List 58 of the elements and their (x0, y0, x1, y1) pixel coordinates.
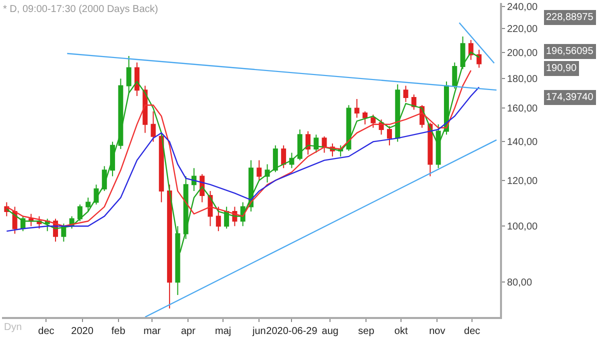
y-tick-label: 100,00 (507, 222, 538, 233)
candlestick (150, 110, 156, 142)
candlestick (436, 124, 441, 169)
text: 174,39740 (546, 92, 594, 103)
y-tick-label: 160,00 (507, 104, 538, 115)
candlestick (118, 78, 124, 150)
candlestick (167, 184, 172, 309)
x-tick-label: aug (322, 326, 338, 337)
text: 196,56095 (546, 46, 594, 57)
x-tick-label: dec (38, 326, 54, 337)
candlestick (386, 126, 392, 146)
candlestick (362, 110, 368, 125)
candlestick (281, 144, 286, 169)
candlestick (191, 168, 196, 192)
candlestick (306, 130, 311, 156)
x-tick-label: dec (464, 326, 480, 337)
candlestick (297, 128, 302, 161)
candlestick (264, 164, 270, 183)
candlestick (346, 104, 352, 152)
candlestick (428, 122, 433, 177)
y-tick-label: 200,00 (507, 48, 538, 59)
candlestick (370, 114, 376, 128)
candlestick (216, 206, 221, 232)
candlestick (354, 98, 360, 118)
x-tick-label: 2020 (71, 326, 94, 337)
candlestick (272, 144, 278, 173)
y-tick-label: 220,00 (507, 24, 538, 35)
x-tick-label: feb (111, 326, 126, 337)
x-tick-label: sep (358, 326, 375, 337)
candlestick (452, 62, 458, 90)
candlestick (77, 204, 82, 222)
candlestick (126, 56, 132, 94)
y-tick-label: 180,00 (507, 74, 538, 86)
x-tick-label: 2020-06-29 (266, 326, 318, 337)
y-tick-label: 140,00 (507, 137, 538, 148)
x-tick-label: maj (215, 326, 232, 337)
x-tick-label: okt (394, 326, 408, 337)
candlestick (183, 176, 188, 240)
y-tick-label: 240,00 (507, 2, 538, 14)
candlestick (322, 136, 327, 154)
candlestick (476, 49, 482, 68)
y-tick-label: 120,00 (507, 176, 538, 187)
candlestick (314, 134, 319, 154)
y-tick-label: 80,00 (507, 278, 532, 289)
candlestick (411, 94, 416, 110)
x-tick-label: nov (429, 326, 446, 337)
candlestick (256, 160, 262, 181)
text: 228,88975 (546, 12, 594, 23)
x-tick-label: jun (251, 326, 266, 337)
candlestick (395, 84, 400, 142)
chart-title: * D, 09:00-17:30 (2000 Days Back) (3, 4, 158, 16)
x-tick-label: apr (180, 326, 196, 337)
candlestick (403, 85, 408, 103)
text: 190,90 (546, 63, 578, 74)
x-tick-label: mar (143, 326, 162, 337)
candlestick (86, 197, 91, 212)
text: Dyn (4, 322, 22, 333)
candlestick (134, 62, 140, 96)
